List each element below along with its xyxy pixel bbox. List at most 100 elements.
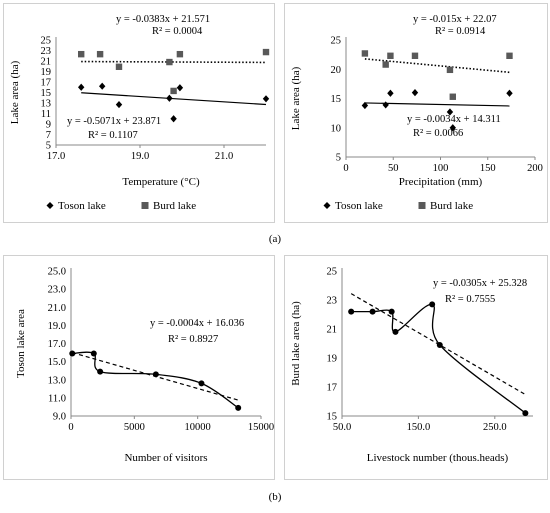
point-toson (115, 100, 123, 109)
y-axis-label: Lake area (ha) (9, 60, 21, 124)
y-tick-label: 23.0 (48, 285, 66, 296)
point-burd (78, 50, 85, 58)
data-point (388, 308, 395, 315)
legend-label-burd: Burd lake (430, 200, 473, 212)
y-tick-label: 5 (336, 153, 341, 164)
y-tick-label: 25 (327, 267, 338, 278)
trend-equation: y = -0.0034x + 14.311 (407, 114, 501, 125)
x-tick-label: 19.0 (131, 151, 149, 162)
y-tick-label: 21.0 (48, 303, 66, 314)
trend-equation: y = -0.015x + 22.07 (413, 14, 497, 25)
y-axis-label: Lake area (ha) (290, 66, 302, 130)
livestock-chart: 15 17 19 21 23 25 50.0 150.0 250.0 Livestock numb… (284, 255, 548, 480)
point-burd (176, 50, 184, 58)
x-tick-label: 21.0 (215, 151, 233, 162)
data-point (369, 308, 376, 315)
trend-r2: R² = 0.0004 (152, 26, 203, 37)
y-tick-label: 25 (331, 36, 342, 47)
data-point (90, 350, 97, 357)
legend-label-toson: Toson lake (58, 200, 106, 212)
caption-b: (b) (268, 491, 282, 503)
point-toson (166, 94, 173, 102)
y-tick-label: 17 (41, 78, 52, 89)
x-tick-label: 150 (480, 163, 496, 174)
y-tick-label: 15.0 (48, 357, 66, 368)
trend-equation: y = -0.5071x + 23.871 (67, 116, 161, 127)
legend: Toson lake Burd lake (323, 200, 473, 212)
point-toson (382, 101, 389, 109)
point-burd (411, 52, 419, 59)
trend-equation: y = -0.0004x + 16.036 (150, 318, 244, 329)
legend-label-burd: Burd lake (153, 200, 196, 212)
x-tick-label: 200 (527, 163, 543, 174)
precipitation-chart: 5 10 15 20 25 0 50 100 150 200 Precipitation (mm) L… (284, 3, 548, 223)
data-point (152, 371, 159, 378)
trend-r2: R² = 0.0066 (413, 128, 463, 139)
trendline (81, 60, 267, 64)
point-toson (99, 82, 106, 90)
chart-svg-1: 5 10 15 20 25 0 50 100 150 200 Precipitation (mm) L… (290, 14, 543, 212)
y-tick-label: 19 (327, 354, 338, 365)
data-point (69, 350, 76, 357)
point-toson (262, 95, 270, 103)
point-toson (506, 89, 513, 97)
y-tick-label: 15 (331, 94, 342, 105)
trendline (81, 92, 267, 106)
trend-r2: R² = 0.1107 (88, 130, 138, 141)
x-tick-label: 150.0 (407, 422, 431, 433)
series-line (351, 303, 526, 414)
chart-svg-3: 15 17 19 21 23 25 50.0 150.0 250.0 Livestock numb… (290, 267, 533, 464)
y-tick-label: 25 (41, 36, 52, 47)
point-toson (446, 108, 454, 116)
temperature-chart: 5 7 9 11 13 15 17 19 21 23 25 17.0 19.0 21.0 Temperatu… (3, 3, 275, 223)
y-tick-label: 13 (41, 99, 52, 110)
x-tick-label: 0 (68, 422, 73, 433)
y-tick-label: 21 (327, 325, 338, 336)
y-tick-label: 15 (327, 412, 338, 423)
legend-marker-toson (323, 202, 331, 209)
trendline (364, 102, 510, 107)
point-toson (176, 84, 184, 92)
y-tick-label: 11.0 (48, 393, 66, 404)
point-toson (411, 89, 419, 97)
y-tick-label: 11 (41, 109, 51, 120)
x-tick-label: 0 (343, 163, 348, 174)
data-point (392, 328, 399, 335)
point-burd (382, 61, 389, 68)
data-point (436, 341, 443, 348)
trend-r2: R² = 0.0914 (435, 26, 486, 37)
y-tick-label: 17 (327, 383, 338, 394)
chart-svg-2: 9.0 11.0 13.0 15.0 17.0 19.0 21.0 23.0 25.0 0 5000… (15, 267, 274, 465)
point-burd (506, 52, 513, 59)
y-tick-label: 9 (46, 120, 51, 131)
data-point (198, 380, 205, 387)
point-burd (446, 66, 454, 74)
point-burd (96, 50, 104, 58)
point-toson (170, 115, 177, 123)
y-tick-label: 25.0 (48, 267, 66, 278)
point-burd (262, 48, 270, 56)
point-burd (170, 87, 177, 95)
caption-a: (a) (268, 233, 282, 245)
visitors-chart: 9.0 11.0 13.0 15.0 17.0 19.0 21.0 23.0 25.0 0 5000… (3, 255, 275, 480)
data-point (429, 301, 436, 308)
x-axis-label: Precipitation (mm) (399, 176, 483, 188)
point-burd (449, 93, 456, 100)
data-point (522, 410, 529, 417)
x-tick-label: 50.0 (333, 422, 351, 433)
legend-marker-toson (46, 202, 54, 209)
point-burd (387, 52, 394, 59)
y-tick-label: 9.0 (53, 412, 66, 423)
y-tick-label: 21 (41, 57, 52, 68)
x-axis-label: Number of visitors (124, 452, 207, 464)
legend-marker-burd (418, 202, 426, 209)
point-burd (166, 58, 173, 66)
y-tick-label: 19.0 (48, 321, 66, 332)
x-tick-label: 50 (388, 163, 399, 174)
data-point (235, 404, 242, 411)
y-axis-label: Burd lake area (ha) (290, 301, 302, 386)
trend-r2: R² = 0.8927 (168, 334, 218, 345)
y-tick-label: 7 (46, 130, 51, 141)
data-point (97, 368, 104, 375)
